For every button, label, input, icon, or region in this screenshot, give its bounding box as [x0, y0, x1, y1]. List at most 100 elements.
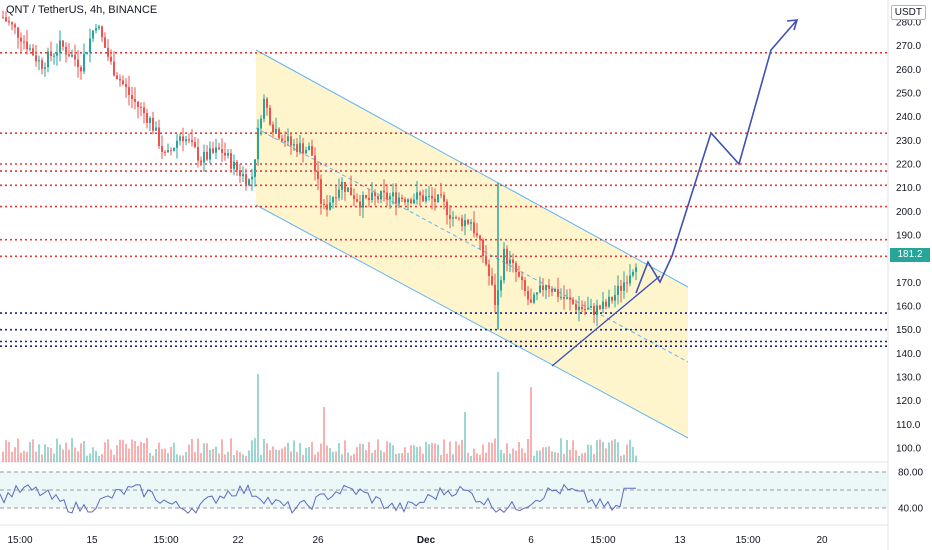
- time-axis[interactable]: 15:00 15 15:00 22 26 Dec 6 15:00 13 15:00 20: [7, 535, 828, 546]
- candle-body: [401, 197, 403, 200]
- candle-body: [629, 275, 631, 284]
- candle-body: [317, 171, 319, 180]
- candle-body: [242, 174, 244, 177]
- volume-bar: [407, 452, 409, 462]
- volume-bar: [134, 441, 136, 462]
- candle-body: [374, 192, 376, 197]
- candle-body: [485, 256, 487, 265]
- candle-body: [80, 67, 82, 72]
- volume-bar: [203, 443, 205, 462]
- volume-bar: [611, 440, 613, 462]
- candle-body: [353, 195, 355, 200]
- volume-bar: [110, 449, 112, 462]
- candle-body: [119, 78, 121, 81]
- volume-bar: [335, 451, 337, 462]
- volume-bar: [410, 445, 412, 462]
- volume-bar: [401, 453, 403, 462]
- volume-bar: [602, 441, 604, 462]
- volume-bar: [509, 453, 511, 462]
- price-axis[interactable]: 280.0 270.0 260.0 250.0 240.0 230.0 220.0 210.0…: [889, 0, 932, 550]
- time-tick: Dec: [417, 535, 436, 546]
- volume-bar: [431, 443, 433, 462]
- volume-bar: [305, 447, 307, 462]
- volume-bar: [122, 439, 124, 462]
- volume-bar: [248, 450, 250, 462]
- candle-body: [227, 153, 229, 156]
- candle-body: [596, 305, 598, 315]
- price-tick: 100.0: [896, 444, 921, 455]
- rsi-pane: [0, 471, 888, 514]
- volume-bar: [449, 441, 451, 462]
- horizontal-levels[interactable]: [0, 51, 888, 348]
- price-tick: 240.0: [896, 112, 921, 123]
- rsi-tick: 80.00: [898, 468, 923, 479]
- candle-body: [446, 201, 448, 216]
- candle-body: [413, 199, 415, 204]
- candle-body: [146, 113, 148, 124]
- candle-body: [491, 276, 493, 285]
- candle-body: [128, 87, 130, 96]
- candle-body: [218, 147, 220, 150]
- price-tick: 190.0: [896, 231, 921, 242]
- candle-body: [452, 217, 454, 219]
- volume-bar: [368, 442, 370, 462]
- candle-body: [173, 147, 175, 151]
- volume-bar: [179, 455, 181, 462]
- candle-body: [494, 284, 496, 305]
- candle-body: [26, 41, 28, 50]
- candle-body: [566, 297, 568, 299]
- rsi-tick: 40.00: [898, 504, 923, 515]
- volume-bar: [356, 447, 358, 462]
- volume-bar: [452, 454, 454, 462]
- volume-bar: [560, 438, 562, 462]
- candle-body: [191, 140, 193, 143]
- projection-path[interactable]: [551, 19, 799, 367]
- volume-bar: [128, 448, 130, 462]
- candle-body: [14, 24, 16, 28]
- candle-body: [533, 294, 535, 303]
- candle-body: [206, 151, 208, 160]
- volume-bar: [236, 450, 238, 462]
- projection-arrowhead: [786, 19, 799, 31]
- volume-bar: [107, 439, 109, 462]
- candle-body: [335, 197, 337, 199]
- symbol-title[interactable]: QNT / TetherUS, 4h, BINANCE: [6, 4, 158, 16]
- currency-badge[interactable]: USDT: [890, 5, 926, 20]
- candle-body: [110, 56, 112, 62]
- volume-bar: [521, 448, 523, 462]
- volume-bar: [173, 442, 175, 462]
- candle-body: [524, 280, 526, 292]
- candle-body: [107, 47, 109, 57]
- volume-bar: [17, 438, 19, 462]
- candle-body: [53, 55, 55, 57]
- volume-bar: [281, 448, 283, 462]
- candle-body: [620, 285, 622, 291]
- volume-bar: [419, 446, 421, 462]
- price-tick: 280.0: [896, 18, 921, 29]
- candle-body: [545, 285, 547, 291]
- price-tick: 270.0: [896, 41, 921, 52]
- candle-body: [551, 288, 553, 292]
- candle-body: [47, 51, 49, 68]
- volume-bar: [116, 445, 118, 462]
- volume-bar: [59, 444, 61, 462]
- candle-body: [296, 144, 298, 153]
- volume-bar: [296, 451, 298, 462]
- time-tick: 15: [86, 535, 98, 546]
- candle-body: [170, 150, 172, 152]
- volume-bar: [185, 451, 187, 462]
- volume-bar: [38, 444, 40, 462]
- candle-body: [392, 192, 394, 197]
- candle-body: [164, 151, 166, 153]
- candle-body: [527, 291, 529, 300]
- candle-body: [515, 263, 517, 272]
- volume-bar: [257, 374, 259, 462]
- candle-body: [623, 282, 625, 291]
- candle-body: [158, 127, 160, 147]
- volume-bar: [575, 450, 577, 462]
- volume-bar: [482, 444, 484, 462]
- candle-body: [611, 296, 613, 301]
- candle-body: [332, 197, 334, 203]
- price-tick: 220.0: [896, 160, 921, 171]
